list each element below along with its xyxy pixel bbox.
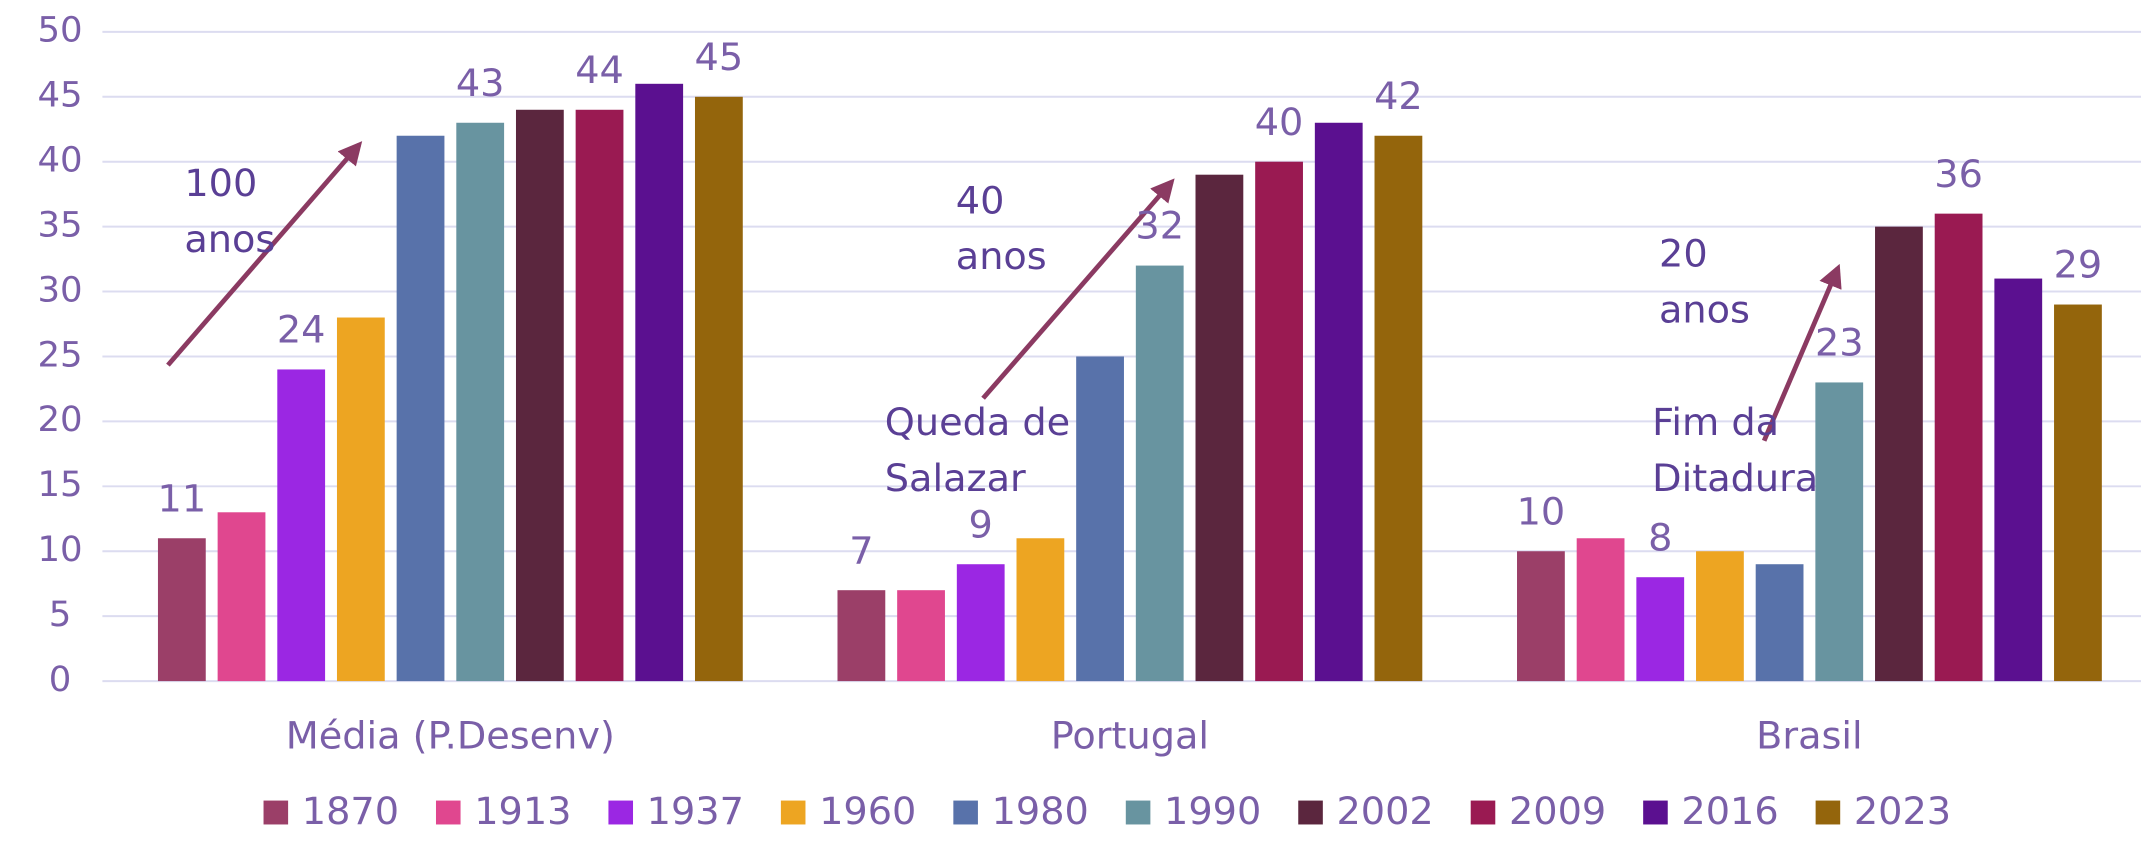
data-label: 8 — [1648, 516, 1672, 559]
legend-swatch — [1470, 800, 1496, 825]
data-label: 24 — [277, 308, 326, 351]
legend-label: 1990 — [1164, 790, 1261, 833]
data-label: 7 — [849, 529, 873, 572]
arrows — [166, 141, 1842, 442]
legend-label: 2023 — [1854, 790, 1951, 833]
bar — [1016, 538, 1065, 682]
data-label: 23 — [1815, 321, 1864, 364]
bar — [1934, 213, 1983, 682]
annotation: anos — [956, 235, 1047, 278]
legend-swatch — [263, 800, 289, 825]
arrow — [166, 141, 363, 367]
bar — [515, 109, 564, 682]
y-tick-label: 10 — [37, 531, 82, 570]
legend-swatch — [1815, 800, 1841, 825]
data-label: 29 — [2054, 243, 2103, 286]
y-tick-label: 5 — [49, 595, 72, 634]
legend-swatch — [780, 800, 806, 825]
bar — [837, 590, 886, 682]
bars — [157, 83, 2102, 682]
y-tick-label: 20 — [37, 401, 82, 440]
legend-label: 1913 — [474, 790, 571, 833]
bar — [1875, 226, 1923, 682]
bar — [1135, 265, 1184, 682]
data-label: 11 — [158, 477, 207, 520]
data-label: 42 — [1374, 74, 1423, 117]
bar — [1076, 356, 1124, 682]
y-tick-label: 15 — [37, 466, 82, 505]
data-label: 32 — [1135, 204, 1184, 247]
data-label: 45 — [695, 35, 744, 78]
annotation: Salazar — [885, 456, 1026, 499]
data-label: 40 — [1255, 100, 1304, 143]
bar — [217, 512, 266, 682]
data-label: 43 — [456, 61, 505, 104]
bar — [1195, 174, 1244, 682]
bar — [456, 122, 505, 682]
legend-label: 2009 — [1509, 790, 1606, 833]
bar — [1755, 564, 1804, 682]
arrow — [981, 178, 1175, 400]
bar — [396, 135, 445, 682]
annotation: anos — [1659, 288, 1750, 331]
data-label: 36 — [1934, 152, 1983, 195]
bar — [1314, 122, 1363, 682]
bar — [1576, 538, 1625, 682]
bar — [694, 96, 743, 682]
bar — [277, 369, 326, 682]
legend-swatch — [1298, 800, 1323, 825]
bar — [1255, 161, 1303, 682]
bar — [1374, 135, 1423, 682]
legend-swatch — [953, 800, 978, 825]
bar — [897, 590, 945, 682]
bar — [2054, 304, 2102, 682]
annotation: Fim da — [1652, 401, 1779, 444]
bar — [1517, 551, 1565, 682]
y-tick-label: 30 — [37, 271, 82, 310]
bar — [956, 564, 1005, 682]
x-tick-label: Portugal — [1051, 714, 1209, 757]
bar — [1994, 278, 2043, 682]
arrow — [1761, 263, 1842, 442]
bar — [1815, 382, 1864, 682]
annotation: 100 — [184, 162, 257, 205]
legend-label: 2002 — [1336, 790, 1433, 833]
y-tick-label: 25 — [37, 336, 82, 375]
bar — [336, 317, 385, 682]
legend-label: 1870 — [302, 790, 399, 833]
legend-label: 1980 — [992, 790, 1089, 833]
x-tick-label: Média (P.Desenv) — [286, 714, 615, 757]
data-label: 9 — [969, 503, 993, 546]
legend-swatch — [1643, 800, 1668, 825]
y-tick-label: 50 — [37, 11, 82, 50]
annotation: anos — [184, 217, 275, 260]
annotation: Ditadura — [1652, 456, 1818, 499]
bar — [1636, 577, 1685, 682]
x-tick-label: Brasil — [1756, 714, 1862, 757]
legend-label: 1937 — [647, 790, 744, 833]
legend-swatch — [1125, 800, 1151, 825]
legend-label: 2016 — [1681, 790, 1778, 833]
y-tick-label: 35 — [37, 206, 82, 245]
y-tick-label: 45 — [37, 76, 82, 115]
legend-label: 1960 — [819, 790, 916, 833]
bar — [157, 538, 206, 682]
annotation: 40 — [956, 179, 1005, 222]
bar — [575, 109, 624, 682]
y-tick-label: 40 — [37, 141, 82, 180]
bar — [635, 83, 684, 682]
y-tick-label: 0 — [49, 660, 72, 699]
data-label: 10 — [1517, 490, 1566, 533]
legend-swatch — [435, 800, 461, 825]
bar — [1696, 551, 1744, 682]
data-label: 44 — [575, 48, 624, 91]
annotation: Queda de — [885, 401, 1070, 444]
legend-swatch — [608, 800, 634, 825]
annotation: 20 — [1659, 232, 1708, 275]
